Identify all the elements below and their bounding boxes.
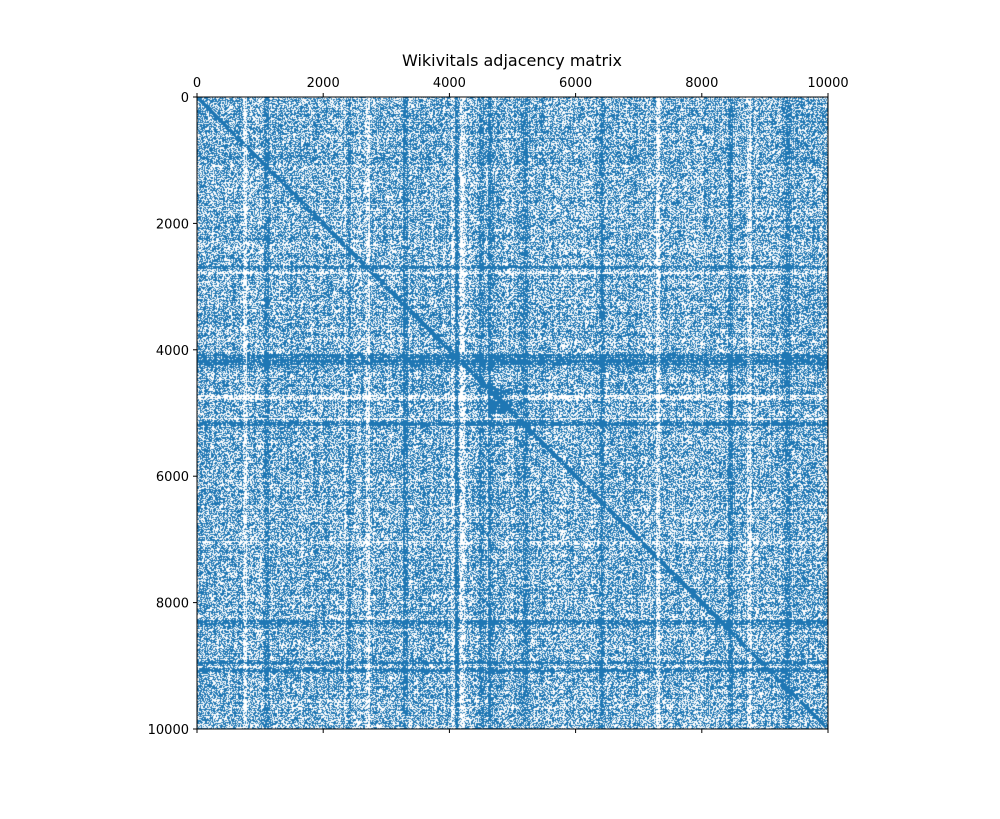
x-axis-top: 0 2000 4000 6000 8000 10000 xyxy=(193,76,849,97)
y-tick-label: 6000 xyxy=(156,470,189,485)
y-tick-label: 10000 xyxy=(148,723,189,738)
plot-frame xyxy=(196,96,829,730)
y-tick-label: 2000 xyxy=(156,217,189,232)
adjacency-matrix-points xyxy=(197,97,828,729)
x-tick-label: 8000 xyxy=(685,76,718,91)
plot-area xyxy=(196,96,829,730)
x-tick-label: 4000 xyxy=(433,76,466,91)
y-tick-label: 4000 xyxy=(156,344,189,359)
x-tick-label: 0 xyxy=(193,76,201,91)
y-tick-label: 8000 xyxy=(156,597,189,612)
chart-title: Wikivitals adjacency matrix xyxy=(402,51,622,70)
y-tick-label: 0 xyxy=(181,91,189,106)
x-tick-label: 10000 xyxy=(807,76,848,91)
x-tick-label: 2000 xyxy=(307,76,340,91)
x-axis-bottom xyxy=(196,729,829,733)
y-axis-left: 0 2000 4000 6000 8000 10000 xyxy=(148,91,197,738)
x-tick-label: 6000 xyxy=(559,76,592,91)
